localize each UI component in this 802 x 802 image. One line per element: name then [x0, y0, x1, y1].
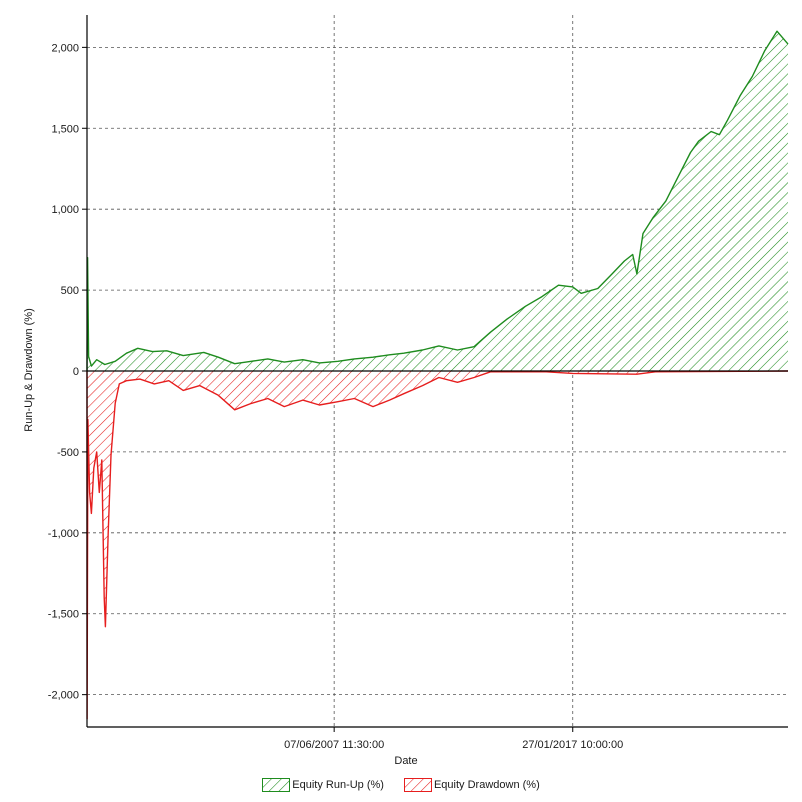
legend-label-drawdown: Equity Drawdown (%): [433, 779, 540, 791]
x-axis-title: Date: [394, 755, 417, 767]
x-tick-label: 27/01/2017 10:00:00: [522, 739, 623, 751]
series-areas: [86, 30, 789, 720]
y-tick-label: -1,500: [48, 609, 79, 621]
legend-swatch-run-up: [262, 778, 291, 792]
legend-item-run-up: Equity Run-Up (%): [262, 778, 384, 792]
x-tick-label: 07/06/2007 11:30:00: [284, 739, 384, 751]
y-tick-label: 500: [61, 285, 79, 297]
y-tick-label: 1,000: [51, 204, 79, 216]
tick-labels: -2,000 -1,500 -1,000 -500 0 500 1,000 1,500 2,00…: [48, 42, 623, 751]
y-axis-title: Run-Up & Drawdown (%): [23, 308, 35, 431]
y-tick-label: 2,000: [51, 42, 79, 54]
series-area-run-up: [87, 31, 788, 371]
y-tick-label: -500: [57, 447, 79, 459]
series-line-run-up: [86, 30, 789, 372]
legend-item-drawdown: Equity Drawdown (%): [403, 778, 540, 792]
y-tick-label: 0: [73, 366, 79, 378]
series-line-drawdown: [86, 370, 789, 720]
legend: Equity Run-Up (%) Equity Drawdown (%): [0, 778, 802, 792]
y-tick-label: 1,500: [51, 123, 79, 135]
legend-label-run-up: Equity Run-Up (%): [292, 779, 384, 791]
legend-swatch-drawdown: [403, 778, 432, 792]
axes: [82, 15, 788, 732]
y-tick-label: -2,000: [48, 690, 79, 702]
y-tick-label: -1,000: [48, 528, 79, 540]
